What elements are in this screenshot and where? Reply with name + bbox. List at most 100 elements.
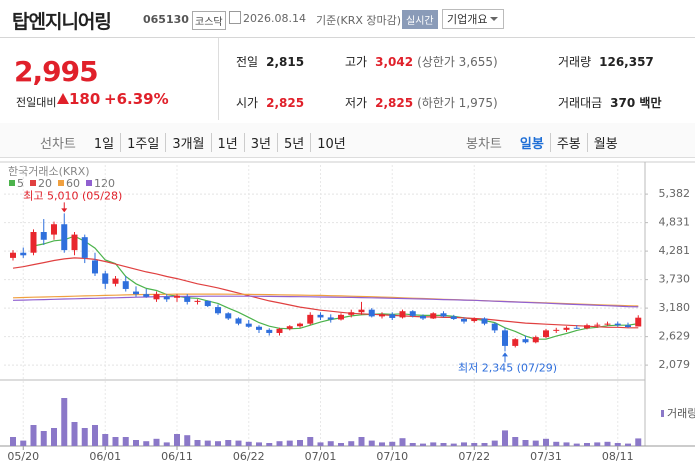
moving-average <box>12 293 639 307</box>
stat-note: (상한가 3,655) <box>417 55 498 69</box>
low-annotation: 최저 2,345 (07/29) <box>458 361 557 374</box>
x-tick-label: 06/01 <box>89 450 121 463</box>
volume-bar <box>133 440 139 446</box>
candle-body <box>584 325 590 329</box>
candle-body <box>92 260 98 274</box>
legend-swatch <box>86 180 92 186</box>
stat-label: 고가 <box>345 55 368 69</box>
volume-bar <box>358 437 365 446</box>
tab[interactable]: 1일 <box>93 137 115 152</box>
volume-bar <box>604 441 611 446</box>
volume-bar <box>204 440 211 446</box>
candle-body <box>174 295 180 298</box>
candle-body <box>235 318 242 324</box>
stat-note: (하한가 1,975) <box>417 96 498 110</box>
date-basis: 기준(KRX 장마감) <box>316 14 402 27</box>
volume-bar <box>573 443 580 446</box>
candle-body <box>594 324 601 326</box>
stat-value: 2,825 <box>266 96 305 110</box>
volume-bar <box>430 442 437 446</box>
volume-bar <box>81 428 88 446</box>
candle-body <box>522 339 529 343</box>
candle-body <box>20 252 27 256</box>
moving-average <box>12 295 639 308</box>
candle-body <box>461 318 467 322</box>
y-tick-label: 4,281 <box>659 244 691 257</box>
volume-bar <box>317 442 324 446</box>
divider <box>218 38 219 120</box>
candle-body <box>532 337 539 343</box>
date: 2026.08.14 <box>243 12 306 25</box>
candle-body <box>153 294 160 300</box>
volume-bar <box>543 438 549 446</box>
stat-label: 거래량 <box>558 55 592 69</box>
candle-body <box>420 315 426 319</box>
stat-item: 전일 2,815 <box>236 53 304 70</box>
tab[interactable]: 일봉 <box>519 137 544 152</box>
legend-label: 120 <box>94 177 115 190</box>
candle-body <box>102 273 109 284</box>
volume-bar <box>286 440 293 446</box>
line-tabs: 선차트 1일 1주일 3개월 1년 3년 5년 10년 <box>40 133 352 152</box>
volume-bar <box>235 440 242 446</box>
tab[interactable]: 3개월 <box>165 133 210 152</box>
candle-body <box>614 323 621 326</box>
volume-bar <box>297 440 303 446</box>
candle-body <box>61 224 68 251</box>
candle-body <box>327 317 334 320</box>
volume-bar <box>399 438 406 446</box>
candle-body <box>450 316 457 319</box>
volume-bar <box>194 440 201 446</box>
tab[interactable]: 10년 <box>310 133 352 152</box>
candle-body <box>184 296 191 302</box>
tab[interactable]: 1년 <box>210 133 244 152</box>
candle-body <box>368 309 375 317</box>
candle-tabs: 봉차트 일봉 주봉 월봉 <box>466 133 624 152</box>
volume-bar <box>215 441 221 446</box>
candle-body <box>71 234 78 251</box>
tab-group-label: 선차트 <box>40 137 76 152</box>
tab[interactable]: 3년 <box>243 133 277 152</box>
candle-body <box>163 296 170 300</box>
change-label: 전일대비 <box>16 96 57 109</box>
x-tick-label: 06/11 <box>161 450 193 463</box>
volume-bar <box>409 443 416 446</box>
company-info-dropdown[interactable]: 기업개요 <box>442 9 505 29</box>
legend-swatch <box>661 410 664 417</box>
realtime-button[interactable]: 실시간 <box>402 10 438 29</box>
candle-body <box>112 278 119 284</box>
volume-bar <box>266 443 273 446</box>
volume-bar <box>40 431 47 446</box>
volume-bar <box>553 441 560 446</box>
change: 180 <box>69 90 101 108</box>
stat-value: 126,357 <box>599 55 654 69</box>
candle-body <box>256 326 262 330</box>
tab[interactable]: 월봉 <box>586 133 624 152</box>
x-tick-label: 07/01 <box>305 450 337 463</box>
tab[interactable]: 1주일 <box>120 133 165 152</box>
volume-bar <box>512 437 519 446</box>
market-badge: 코스닥 <box>192 11 226 30</box>
candle-body <box>502 330 508 346</box>
y-tick-label: 2,629 <box>659 330 691 343</box>
y-tick-label: 3,180 <box>659 301 691 314</box>
volume-bar <box>481 443 488 446</box>
volume-bar <box>184 435 191 446</box>
change-rate: +6.39% <box>104 90 169 108</box>
volume-bar <box>30 425 37 446</box>
stock-code: 065130 <box>143 13 189 26</box>
volume-bar <box>276 441 283 446</box>
x-tick-label: 07/31 <box>530 450 562 463</box>
stat-item: 고가 3,042 (상한가 3,655) <box>345 53 498 70</box>
annotation-arrowhead <box>61 208 68 213</box>
volume-bar <box>307 437 314 446</box>
volume-bar <box>614 443 621 446</box>
x-tick-label: 08/11 <box>602 450 634 463</box>
candle-body <box>204 300 211 307</box>
volume-bar <box>625 443 631 446</box>
tab[interactable]: 주봉 <box>549 133 587 152</box>
stat-value: 3,042 <box>375 55 414 69</box>
stat-value: 2,815 <box>266 55 305 69</box>
tab[interactable]: 5년 <box>277 133 310 152</box>
